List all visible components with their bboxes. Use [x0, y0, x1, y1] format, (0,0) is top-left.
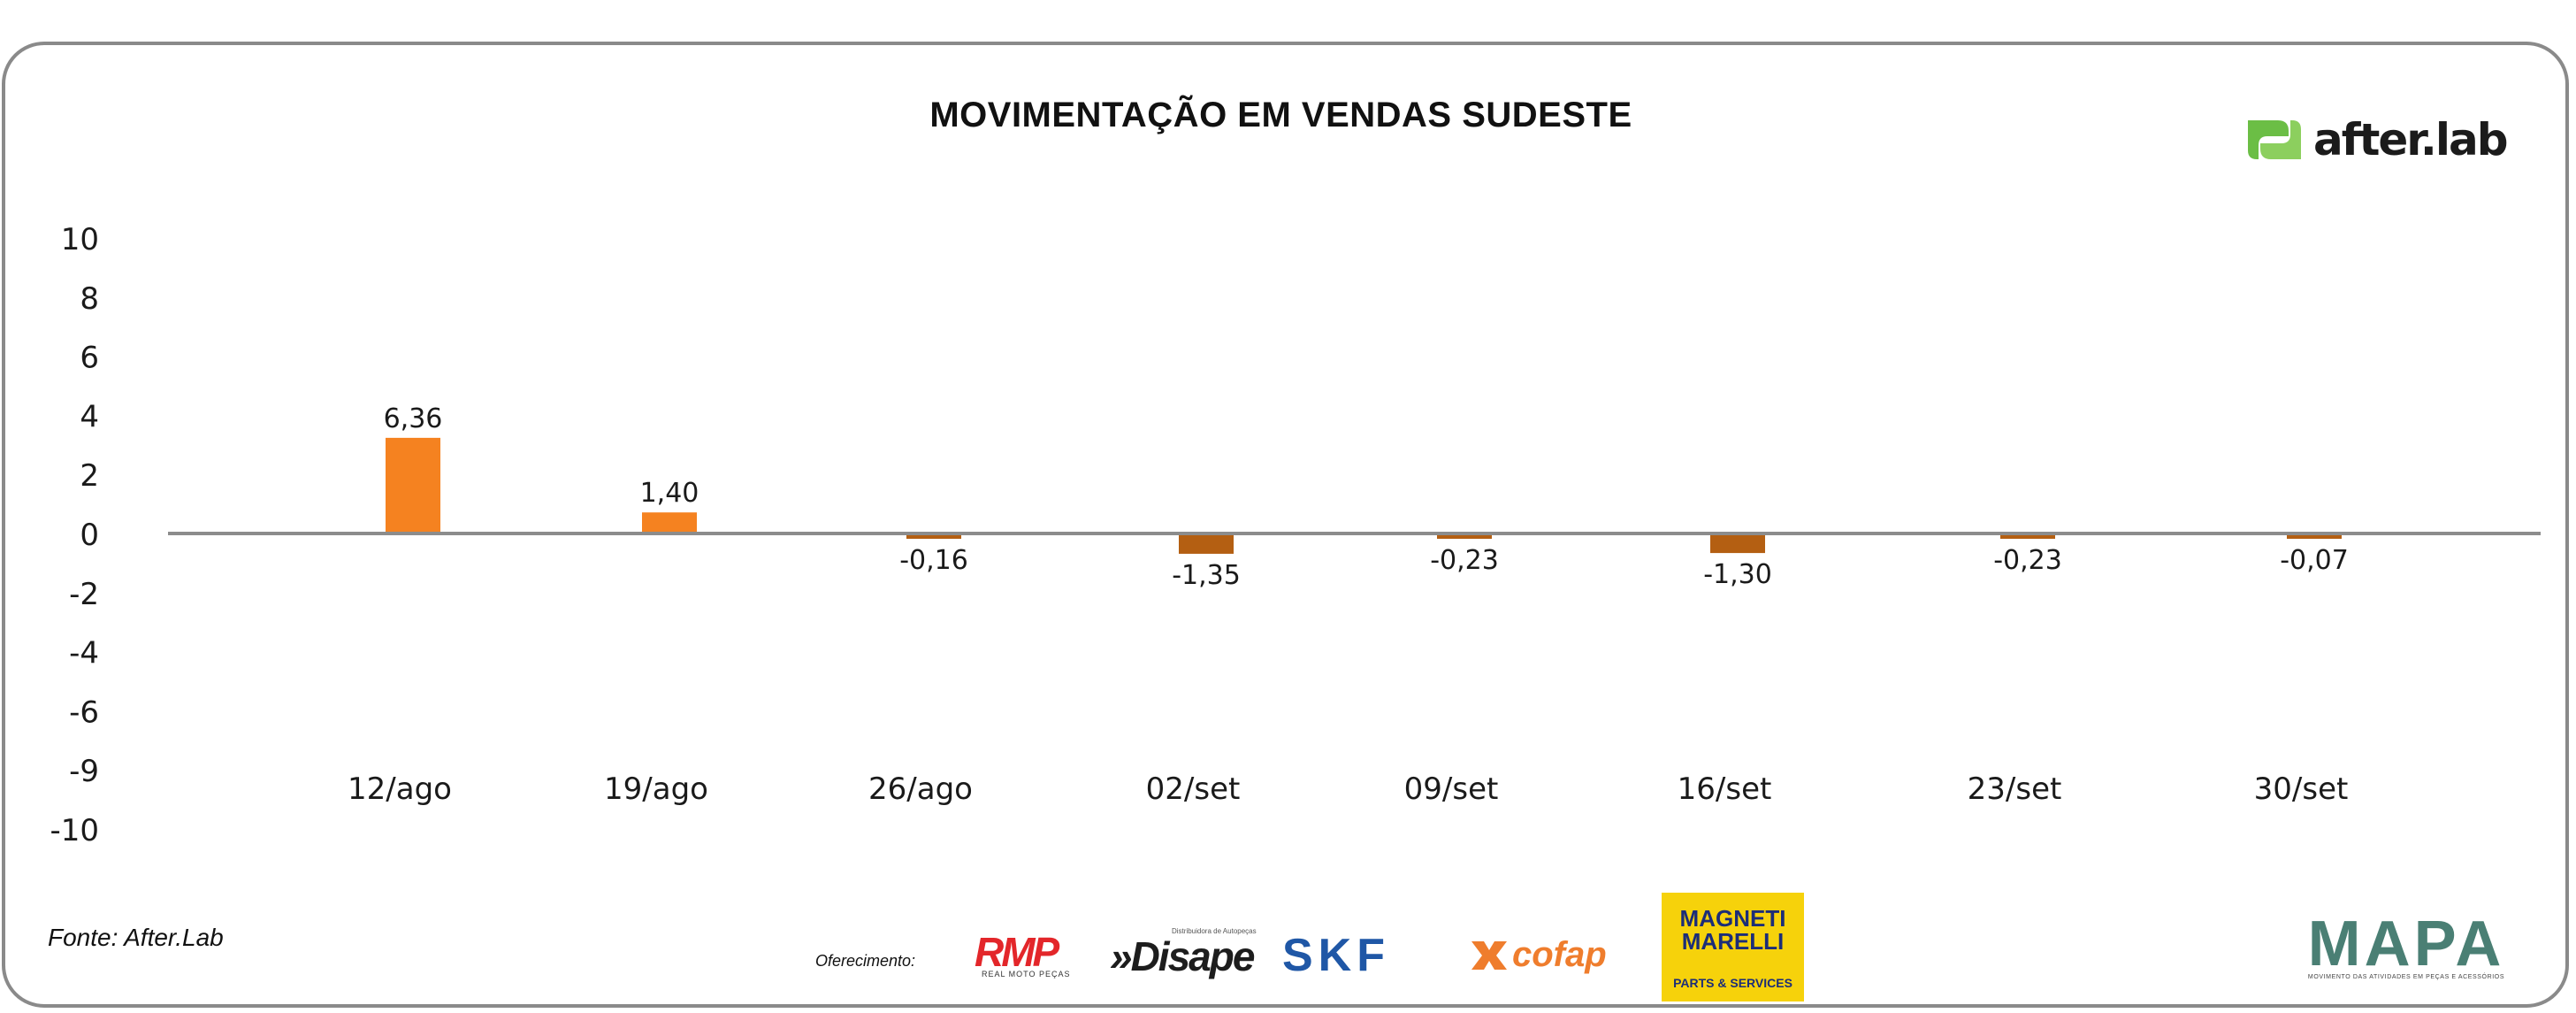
x-category-label: 02/set: [1146, 771, 1241, 807]
x-category-label: 09/set: [1404, 771, 1499, 807]
y-tick-label: -6: [69, 695, 99, 730]
bar: [906, 533, 961, 539]
bar-value-label: 6,36: [384, 403, 443, 434]
bar: [1710, 533, 1765, 554]
bar-value-label: 1,40: [640, 478, 699, 509]
bar-value-label: -1,30: [1703, 559, 1772, 590]
afterlab-leaf-icon: [2248, 120, 2301, 159]
afterlab-logo: after.lab: [2243, 113, 2508, 166]
bar-value-label: -0,07: [2280, 545, 2349, 576]
x-category-label: 16/set: [1678, 771, 1772, 807]
bar: [642, 512, 697, 533]
y-tick-label: -4: [69, 636, 99, 671]
x-category-label: 23/set: [1968, 771, 2062, 807]
y-tick-label: 4: [80, 399, 99, 434]
sponsor-label: Oferecimento:: [815, 952, 916, 970]
magneti-marelli-logo: MAGNETI MARELLI PARTS & SERVICES: [1662, 893, 1804, 1001]
y-tick-label: -2: [69, 577, 99, 612]
disape-logo: Distribuidora de Autopeças »Disape: [1110, 927, 1257, 979]
y-tick-label: 10: [61, 222, 99, 257]
rmp-logo: RMP REAL MOTO PEÇAS: [975, 929, 1071, 978]
y-tick-label: 0: [80, 518, 99, 553]
afterlab-logo-text: after.lab: [2313, 114, 2508, 165]
x-category-label: 19/ago: [604, 771, 708, 807]
bar-value-label: -0,23: [1430, 545, 1499, 576]
mapa-logo: MAPA MOVIMENTO DAS ATIVIDADES EM PEÇAS E…: [2307, 909, 2505, 980]
bar: [1437, 533, 1492, 539]
cofap-logo: cofap: [1468, 932, 1632, 977]
bar: [1179, 533, 1234, 554]
chart-title: MOVIMENTAÇÃO EM VENDAS SUDESTE: [929, 96, 1632, 134]
x-category-label: 30/set: [2254, 771, 2349, 807]
y-tick-label: 6: [80, 341, 99, 376]
y-tick-label: 8: [80, 281, 99, 317]
bar-value-label: -1,35: [1172, 560, 1241, 591]
skf-logo: SKF: [1282, 930, 1390, 981]
x-category-label: 12/ago: [348, 771, 452, 807]
x-category-label: 26/ago: [868, 771, 973, 807]
source-note: Fonte: After.Lab: [48, 924, 224, 951]
y-tick-label: -9: [69, 754, 99, 789]
bar: [2000, 533, 2055, 539]
bar: [2287, 533, 2342, 539]
y-tick-label: -10: [50, 813, 99, 848]
bar-value-label: -0,23: [1993, 545, 2062, 576]
bar: [386, 437, 440, 533]
y-tick-label: 2: [80, 458, 99, 494]
cofap-mark-icon: [1471, 941, 1507, 970]
bar-value-label: -0,16: [899, 545, 968, 576]
